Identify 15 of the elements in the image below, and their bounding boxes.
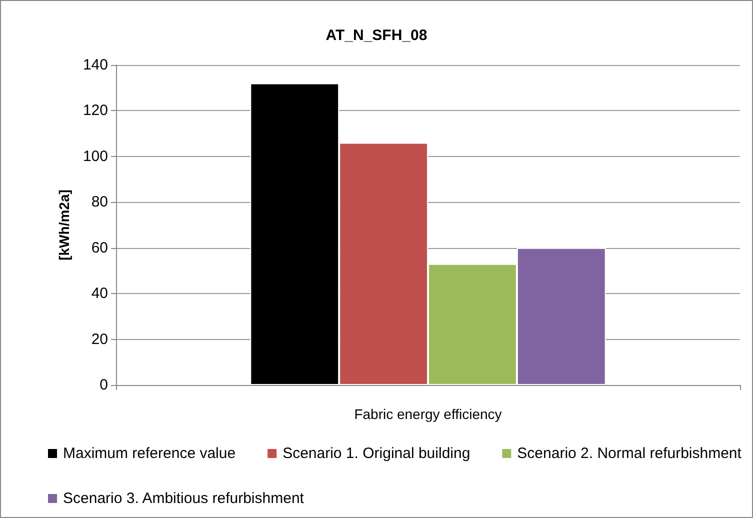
y-tick-label: 120 — [82, 102, 108, 120]
legend-label: Scenario 2. Normal refurbishment — [517, 445, 742, 462]
y-tick-label: 0 — [100, 376, 108, 394]
y-tick-label: 140 — [82, 56, 108, 74]
y-tick-label: 80 — [91, 194, 108, 211]
legend-label: Scenario 3. Ambitious refurbishment — [63, 490, 305, 507]
y-axis-title: [kWh/m2a] — [56, 190, 72, 260]
legend-label: Scenario 1. Original building — [282, 445, 470, 462]
y-tick-label: 20 — [91, 330, 108, 348]
y-tick-label: 60 — [91, 239, 108, 256]
y-tick-label: 40 — [91, 285, 108, 302]
chart-title: AT_N_SFH_08 — [326, 27, 428, 44]
y-tick-label: 100 — [82, 148, 108, 165]
legend-label: Maximum reference value — [63, 445, 236, 462]
x-axis-title: Fabric energy efficiency — [354, 406, 502, 422]
